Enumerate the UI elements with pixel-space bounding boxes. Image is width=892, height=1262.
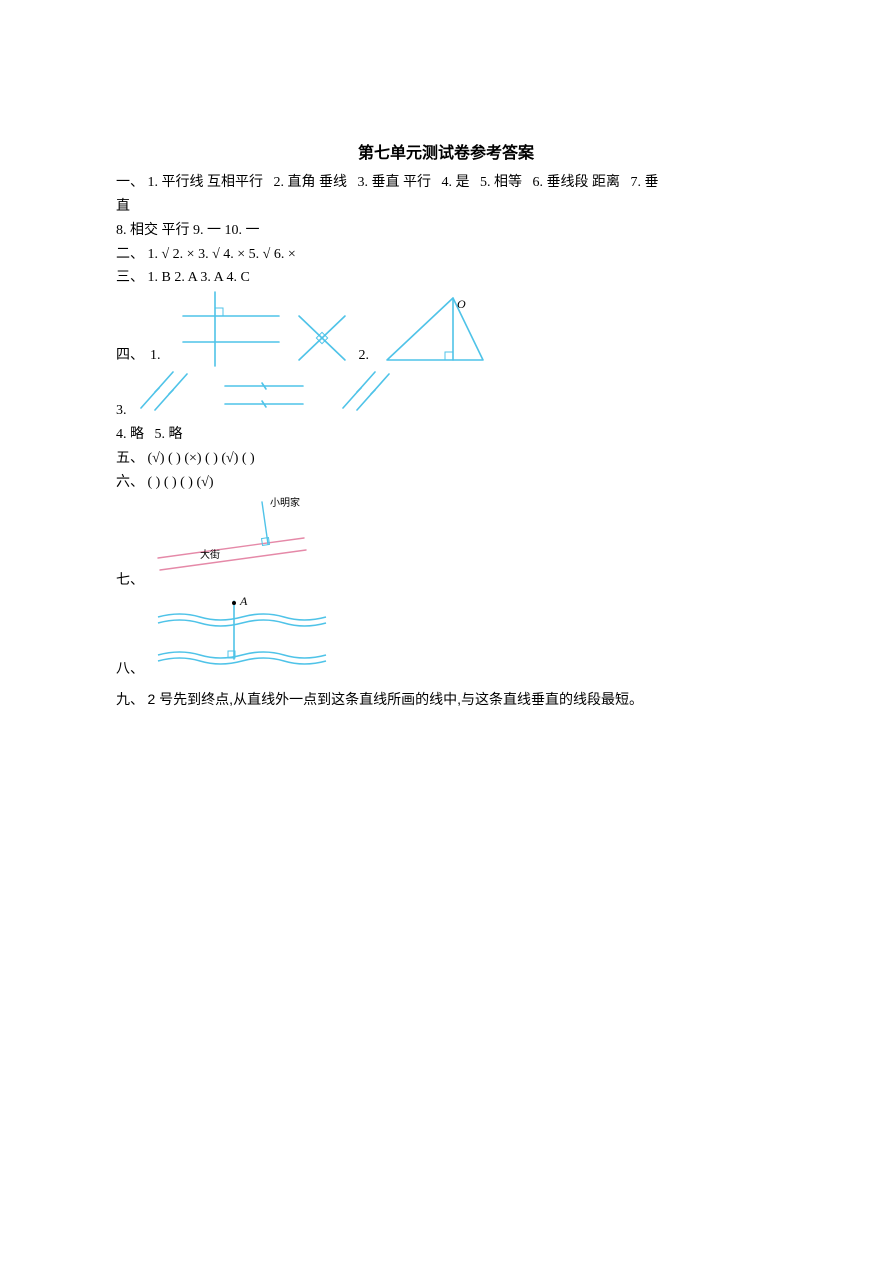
svg-text:小明家: 小明家 xyxy=(270,496,300,509)
figure-4-2b: O xyxy=(375,290,495,368)
section-1-item-4: 4. 是 xyxy=(442,175,470,190)
section-2: 二、 1. √ 2. × 3. √ 4. × 5. √ 6. × xyxy=(116,243,776,267)
section-1-line-2: 直 xyxy=(116,195,776,219)
section-1-item-7: 7. 垂 xyxy=(631,175,659,190)
section-6-label: 六、 xyxy=(116,475,144,490)
section-3-label: 三、 xyxy=(116,270,144,285)
section-9: 九、 2 号先到终点,从直线外一点到这条直线所画的线中,与这条直线垂直的线段最短… xyxy=(116,688,776,713)
section-4-item-4: 4. 略 xyxy=(116,427,144,442)
section-4-item-2: 2. xyxy=(359,344,370,368)
section-5-label: 五、 xyxy=(116,451,144,466)
section-3: 三、 1. B 2. A 3. A 4. C xyxy=(116,266,776,290)
section-6-text: ( ) ( ) ( ) (√) xyxy=(148,475,214,490)
figure-8: A xyxy=(150,593,340,682)
section-5-text: (√) ( ) (×) ( ) (√) ( ) xyxy=(148,451,255,466)
section-8-label: 八、 xyxy=(116,658,144,682)
section-4-row-1: 四、 1. 2. O xyxy=(116,290,776,368)
section-7-label: 七、 xyxy=(116,569,144,593)
section-6: 六、 ( ) ( ) ( ) (√) xyxy=(116,471,776,495)
section-1-item-2: 2. 直角 垂线 xyxy=(274,175,348,190)
section-9-text: 2 号先到终点,从直线外一点到这条直线所画的线中,与这条直线垂直的线段最短。 xyxy=(148,691,643,707)
figure-4-3b xyxy=(219,374,309,423)
figure-7: 小明家大街 xyxy=(150,494,320,593)
section-4-row-3: 4. 略 5. 略 xyxy=(116,423,776,447)
section-1-label: 一、 xyxy=(116,175,144,190)
section-7: 七、 小明家大街 xyxy=(116,494,776,593)
figure-4-1 xyxy=(167,290,287,368)
section-4-row-2: 3. xyxy=(116,368,776,423)
section-1-item-3: 3. 垂直 平行 xyxy=(358,175,432,190)
figure-4-3a xyxy=(133,368,193,423)
svg-text:大街: 大街 xyxy=(200,548,220,561)
section-2-text: 1. √ 2. × 3. √ 4. × 5. √ 6. × xyxy=(148,247,296,262)
svg-text:O: O xyxy=(457,297,466,311)
section-5: 五、 (√) ( ) (×) ( ) (√) ( ) xyxy=(116,447,776,471)
section-1-line-3: 8. 相交 平行 9. 一 10. 一 xyxy=(116,219,776,243)
section-1-item-6: 6. 垂线段 距离 xyxy=(533,175,621,190)
section-4-item-1: 1. xyxy=(150,344,161,368)
svg-text:A: A xyxy=(239,594,248,608)
figure-4-2a xyxy=(293,308,353,368)
section-4-item-5: 5. 略 xyxy=(155,427,183,442)
figure-4-3c xyxy=(335,368,395,423)
section-4-item-3: 3. xyxy=(116,399,127,423)
section-3-text: 1. B 2. A 3. A 4. C xyxy=(148,270,250,285)
section-1-item-5: 5. 相等 xyxy=(480,175,522,190)
section-8: 八、 A xyxy=(116,593,776,682)
section-9-label: 九、 xyxy=(116,693,144,708)
section-2-label: 二、 xyxy=(116,247,144,262)
page-title: 第七单元测试卷参考答案 xyxy=(116,140,776,167)
section-1-line-1: 一、 1. 平行线 互相平行 2. 直角 垂线 3. 垂直 平行 4. 是 5.… xyxy=(116,171,776,195)
section-1-item-1: 1. 平行线 互相平行 xyxy=(148,175,264,190)
section-4-label: 四、 xyxy=(116,344,144,368)
